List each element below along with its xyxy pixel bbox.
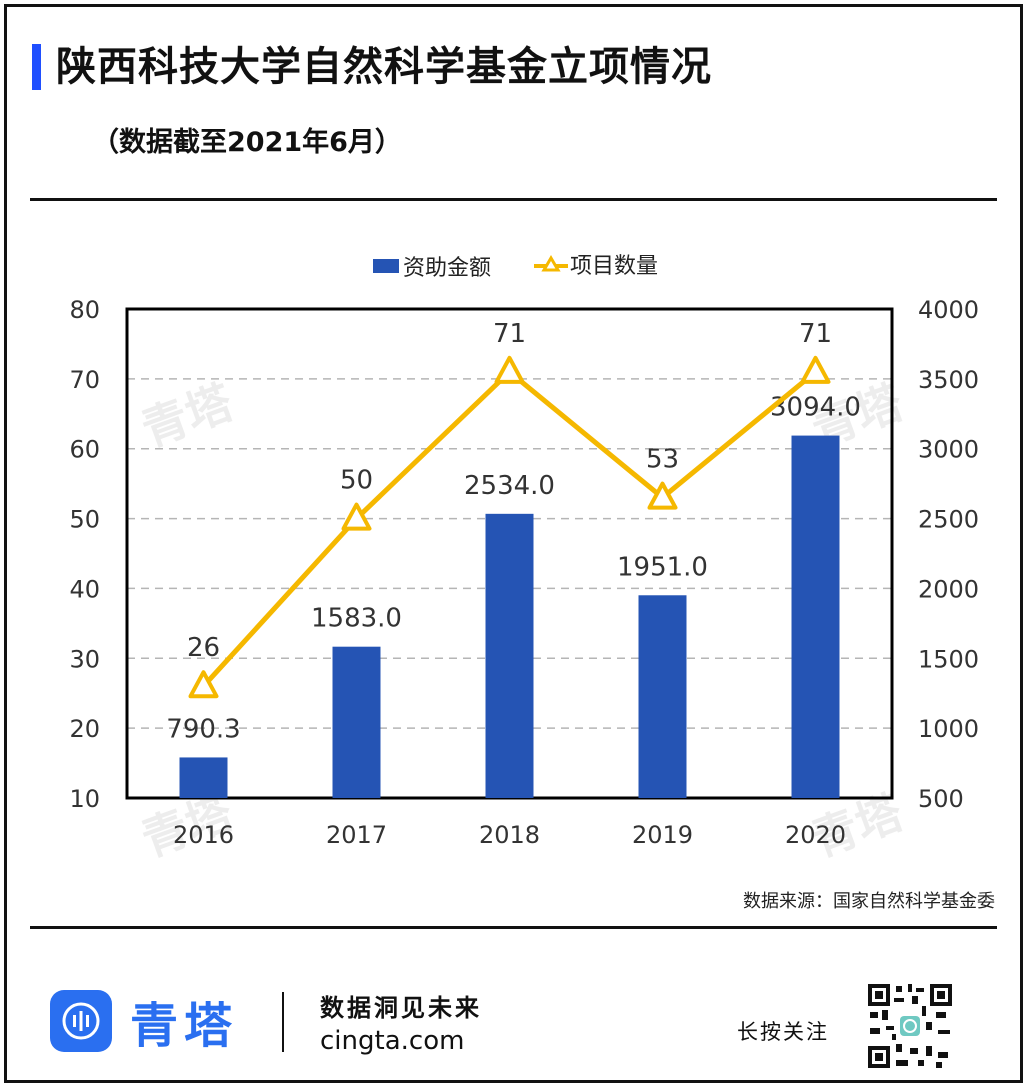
y-right-tick-label: 4000 — [918, 296, 979, 324]
x-tick-label: 2016 — [173, 821, 234, 849]
bar-data-label: 790.3 — [166, 714, 240, 744]
poster-frame — [4, 4, 1023, 1083]
brand-name: 青塔 — [130, 998, 239, 1054]
follow-prompt: 长按关注 — [737, 1020, 829, 1044]
data-source: 数据来源：国家自然科学基金委 — [743, 891, 995, 912]
bar — [179, 757, 228, 798]
line-data-label: 53 — [646, 445, 679, 475]
y-left-tick-label: 20 — [69, 715, 100, 743]
y-left-tick-label: 40 — [69, 575, 100, 603]
y-left-tick-label: 60 — [69, 436, 100, 464]
page-title: 陕西科技大学自然科学基金立项情况 — [56, 44, 712, 90]
y-left-tick-label: 80 — [69, 296, 100, 324]
chart-legend: 资助金额 项目数量 — [0, 248, 1031, 282]
line-data-label: 26 — [187, 633, 220, 663]
line-data-label: 50 — [340, 466, 373, 496]
y-right-tick-label: 2500 — [918, 506, 979, 534]
bar — [638, 595, 687, 798]
legend-label-line: 项目数量 — [570, 254, 659, 279]
legend-item-line: 项目数量 — [534, 248, 658, 280]
triangle-marker-icon — [534, 255, 568, 272]
y-right-tick-label: 2000 — [918, 575, 979, 603]
brand-logo-icon — [50, 990, 112, 1052]
line-point-marker — [188, 670, 219, 699]
qr-code-icon[interactable] — [866, 982, 954, 1070]
y-left-tick-label: 10 — [69, 785, 100, 813]
y-left-tick-label: 50 — [69, 506, 100, 534]
x-tick-label: 2018 — [479, 821, 540, 849]
line-data-label: 71 — [493, 319, 526, 349]
line-point-marker — [494, 355, 525, 384]
y-right-tick-label: 1500 — [918, 645, 979, 673]
x-tick-label: 2019 — [632, 821, 693, 849]
legend-item-bar: 资助金额 — [372, 250, 491, 282]
bar-data-label: 1951.0 — [617, 552, 708, 582]
y-left-tick-label: 30 — [69, 645, 100, 673]
legend-label-bar: 资助金额 — [402, 256, 491, 281]
bar-data-label: 1583.0 — [311, 604, 402, 634]
line-data-label: 71 — [799, 319, 832, 349]
bar — [791, 435, 840, 798]
y-right-tick-label: 3000 — [918, 436, 979, 464]
line-point-marker — [647, 481, 678, 510]
bar-swatch-icon — [372, 259, 399, 273]
page-subtitle: （数据截至2021年6月） — [92, 127, 402, 158]
title-accent-bar — [32, 44, 41, 90]
y-right-tick-label: 1000 — [918, 715, 979, 743]
line-point-marker — [800, 355, 831, 384]
x-tick-label: 2017 — [326, 821, 387, 849]
bottom-divider — [30, 926, 997, 929]
brand-website[interactable]: cingta.com — [320, 1026, 465, 1056]
y-right-tick-label: 500 — [918, 785, 964, 813]
bar — [485, 513, 534, 798]
y-right-tick-label: 3500 — [918, 366, 979, 394]
line-point-marker — [341, 502, 372, 531]
footer-separator — [282, 992, 284, 1052]
bar — [332, 646, 381, 798]
x-tick-label: 2020 — [785, 821, 846, 849]
bar-data-label: 2534.0 — [464, 471, 555, 501]
y-left-tick-label: 70 — [69, 366, 100, 394]
top-divider — [30, 198, 997, 201]
brand-slogan: 数据洞见未来 — [320, 994, 482, 1022]
